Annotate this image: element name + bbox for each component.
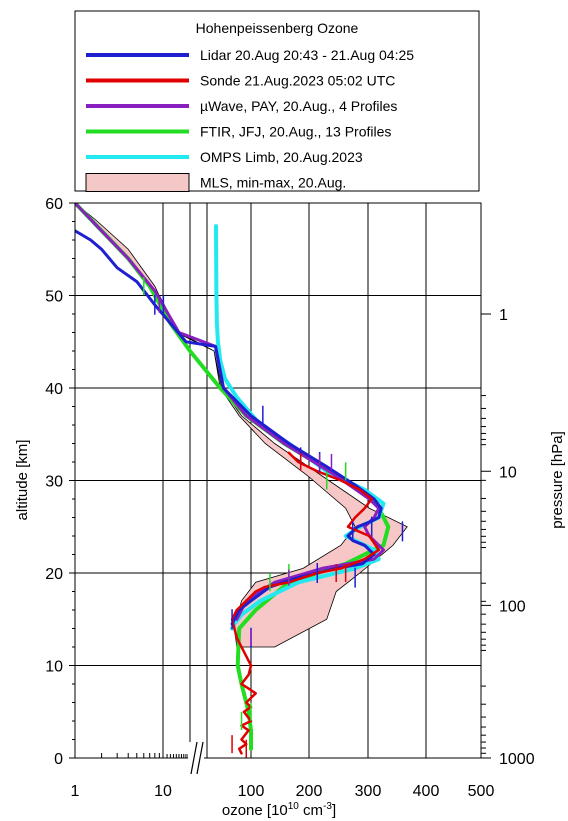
legend-entry: Lidar 20.Aug 20:43 - 21.Aug 04:25 — [86, 47, 414, 63]
y-tick-label: 0 — [54, 751, 63, 768]
y-axis-label: altitude [km] — [14, 440, 31, 521]
y-tick-label: 10 — [45, 659, 63, 676]
y2-axis-label: pressure [hPa] — [549, 431, 566, 529]
series-mls-band — [75, 203, 408, 648]
legend-box — [74, 10, 480, 192]
legend-label: Sonde 21.Aug.2023 05:02 UTC — [200, 73, 395, 89]
legend-label: Lidar 20.Aug 20:43 - 21.Aug 04:25 — [200, 47, 414, 63]
x-tick-label: 100 — [238, 783, 265, 800]
x-tick-label: 10 — [154, 783, 172, 800]
x-axis-label: ozone [1010 cm-3] — [222, 801, 336, 819]
series-sonde — [230, 451, 381, 755]
y2-tick-label: 100 — [499, 598, 526, 615]
y2-tick-label: 10 — [499, 464, 517, 481]
legend-title: Hohenpeissenberg Ozone — [196, 20, 359, 36]
x-tick-label: 400 — [413, 783, 440, 800]
y-tick-label: 60 — [45, 196, 63, 213]
y-tick-label: 30 — [45, 474, 63, 491]
legend-entry: OMPS Limb, 20.Aug.2023 — [86, 149, 363, 165]
y-tick-label: 50 — [45, 289, 63, 306]
grid — [74, 203, 482, 758]
legend-entry: MLS, min-max, 20.Aug. — [85, 173, 346, 192]
legend-entry: µWave, PAY, 20.Aug., 4 Profiles — [86, 98, 397, 114]
y2-tick-label: 1 — [499, 307, 508, 324]
legend-entry: FTIR, JFJ, 20.Aug., 13 Profiles — [86, 124, 391, 140]
legend-entry: Sonde 21.Aug.2023 05:02 UTC — [86, 73, 395, 89]
legend-swatch — [85, 173, 190, 192]
legend-label: OMPS Limb, 20.Aug.2023 — [200, 149, 363, 165]
y2-tick-label: 1000 — [499, 751, 535, 768]
legend-label: FTIR, JFJ, 20.Aug., 13 Profiles — [200, 124, 391, 140]
series-layer — [75, 203, 408, 758]
legend: Hohenpeissenberg Ozone Lidar 20.Aug 20:4… — [74, 10, 480, 192]
y-tick-label: 40 — [45, 381, 63, 398]
legend-label: MLS, min-max, 20.Aug. — [200, 175, 346, 191]
legend-label: µWave, PAY, 20.Aug., 4 Profiles — [200, 98, 397, 114]
x-tick-label: 300 — [355, 783, 382, 800]
y-tick-label: 20 — [45, 566, 63, 583]
axes: 1 10 100 200 300 400 500 0 10 20 30 40 50 60 1 10 100 100… — [45, 196, 534, 800]
x-tick-label: 200 — [296, 783, 323, 800]
axis-break — [188, 741, 204, 775]
x-tick-label: 1 — [71, 783, 80, 800]
x-tick-label: 500 — [468, 783, 495, 800]
series-omps — [214, 224, 386, 631]
